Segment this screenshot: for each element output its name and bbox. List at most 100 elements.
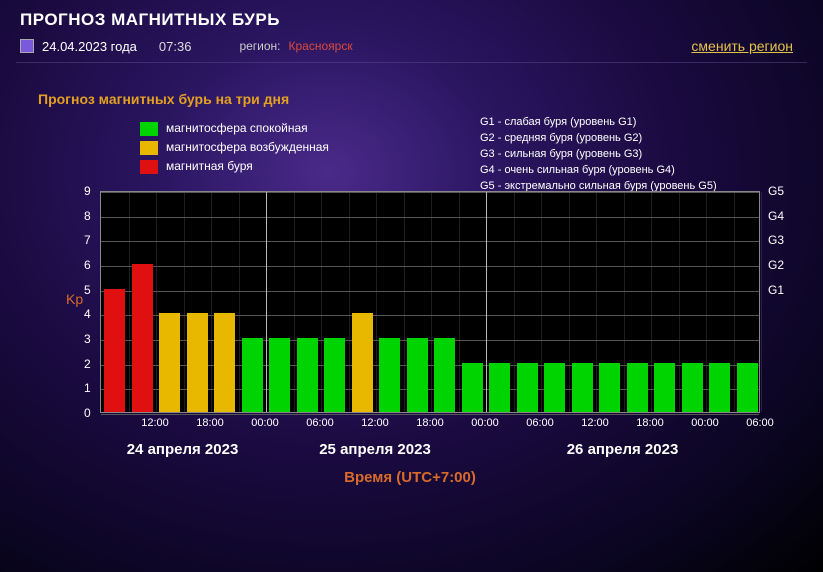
time-text: 07:36 <box>159 39 192 54</box>
gridline-v <box>349 192 350 412</box>
gridline-v <box>431 192 432 412</box>
gridline-h <box>101 217 759 218</box>
gridline-h <box>101 192 759 193</box>
kp-bar <box>627 363 648 412</box>
x-tick-label: 12:00 <box>141 417 169 429</box>
gridline-v <box>624 192 625 412</box>
gridline-v <box>514 192 515 412</box>
gridline-h <box>101 241 759 242</box>
right-tick-label: G2 <box>768 258 784 272</box>
y-tick-label: 0 <box>84 406 91 420</box>
date-text: 24.04.2023 года <box>42 39 137 54</box>
gridline-v <box>156 192 157 412</box>
kp-bar <box>379 338 400 412</box>
gridline-v <box>129 192 130 412</box>
kp-bar <box>682 363 703 412</box>
region-label: регион: <box>239 39 280 53</box>
y-tick-label: 4 <box>84 307 91 321</box>
y-axis-label: Kp <box>66 291 83 307</box>
g-level-text: G3 - сильная буря (уровень G3) <box>480 147 717 163</box>
g-level-text: G2 - средняя буря (уровень G2) <box>480 131 717 147</box>
right-tick-label: G4 <box>768 209 784 223</box>
kp-bar <box>544 363 565 412</box>
gridline-h <box>101 414 759 415</box>
change-region-link[interactable]: сменить регион <box>691 38 793 54</box>
kp-bar <box>407 338 428 412</box>
y-tick-label: 9 <box>84 184 91 198</box>
right-tick-label: G1 <box>768 283 784 297</box>
kp-bar <box>434 338 455 412</box>
x-axis-title: Время (UTC+7:00) <box>30 469 790 486</box>
y-tick-label: 8 <box>84 209 91 223</box>
kp-bar <box>242 338 263 412</box>
section-title: Прогноз магнитных бурь на три дня <box>0 63 823 119</box>
y-tick-label: 1 <box>84 381 91 395</box>
kp-bar <box>159 313 180 412</box>
day-label: 24 апреля 2023 <box>127 441 239 458</box>
legend-colors: магнитосфера спокойнаямагнитосфера возбу… <box>140 119 329 177</box>
gridline-v <box>679 192 680 412</box>
x-tick-label: 06:00 <box>746 417 774 429</box>
gridline-v <box>211 192 212 412</box>
x-ticks: 12:00 18:00 00:00 06:00 12:00 18:00 00:00 06:00… <box>100 417 760 435</box>
page-title: ПРОГНОЗ МАГНИТНЫХ БУРЬ <box>20 10 803 30</box>
kp-bar <box>352 313 373 412</box>
gridline-v <box>184 192 185 412</box>
day-label: 25 апреля 2023 <box>319 441 431 458</box>
chart-container: магнитосфера спокойнаямагнитосфера возбу… <box>30 119 790 539</box>
x-tick-label: 18:00 <box>636 417 664 429</box>
gridline-v <box>294 192 295 412</box>
g-level-text: G4 - очень сильная буря (уровень G4) <box>480 163 717 179</box>
gridline-v <box>376 192 377 412</box>
y-tick-label: 2 <box>84 357 91 371</box>
x-tick-label: 00:00 <box>691 417 719 429</box>
day-divider <box>486 192 487 412</box>
gridline-v <box>761 192 762 412</box>
gridline-v <box>404 192 405 412</box>
kp-bar <box>709 363 730 412</box>
y-tick-label: 3 <box>84 332 91 346</box>
legend-swatch <box>140 160 158 174</box>
y-tick-label: 7 <box>84 233 91 247</box>
x-tick-label: 06:00 <box>306 417 334 429</box>
gridline-h <box>101 266 759 267</box>
divider <box>16 62 807 63</box>
kp-bar <box>517 363 538 412</box>
x-tick-label: 12:00 <box>361 417 389 429</box>
kp-bar <box>297 338 318 412</box>
chart-plot <box>100 191 760 413</box>
day-divider <box>266 192 267 412</box>
y-tick-label: 6 <box>84 258 91 272</box>
legend-item: магнитосфера спокойная <box>140 119 329 138</box>
subheader: 24.04.2023 года 07:36 регион: Красноярск… <box>0 34 823 60</box>
legend-item: магнитная буря <box>140 157 329 176</box>
kp-bar <box>737 363 758 412</box>
kp-bar <box>132 264 153 412</box>
legend-swatch <box>140 122 158 136</box>
kp-bar <box>269 338 290 412</box>
gridline-v <box>569 192 570 412</box>
gridline-v <box>459 192 460 412</box>
x-tick-label: 18:00 <box>196 417 224 429</box>
x-tick-label: 06:00 <box>526 417 554 429</box>
x-tick-label: 00:00 <box>251 417 279 429</box>
legend-label: магнитная буря <box>166 157 253 176</box>
g-level-text: G1 - слабая буря (уровень G1) <box>480 115 717 131</box>
legend-item: магнитосфера возбужденная <box>140 138 329 157</box>
kp-bar <box>214 313 235 412</box>
gridline-v <box>734 192 735 412</box>
right-tick-label: G3 <box>768 233 784 247</box>
kp-bar <box>489 363 510 412</box>
legend-g-levels: G1 - слабая буря (уровень G1)G2 - средня… <box>480 115 717 195</box>
calendar-icon <box>20 39 34 53</box>
y-tick-label: 5 <box>84 283 91 297</box>
kp-bar <box>599 363 620 412</box>
legend-swatch <box>140 141 158 155</box>
region-value: Красноярск <box>289 39 353 53</box>
right-tick-label: G5 <box>768 184 784 198</box>
gridline-v <box>706 192 707 412</box>
kp-bar <box>462 363 483 412</box>
kp-bar <box>324 338 345 412</box>
gridline-v <box>321 192 322 412</box>
gridline-h <box>101 291 759 292</box>
